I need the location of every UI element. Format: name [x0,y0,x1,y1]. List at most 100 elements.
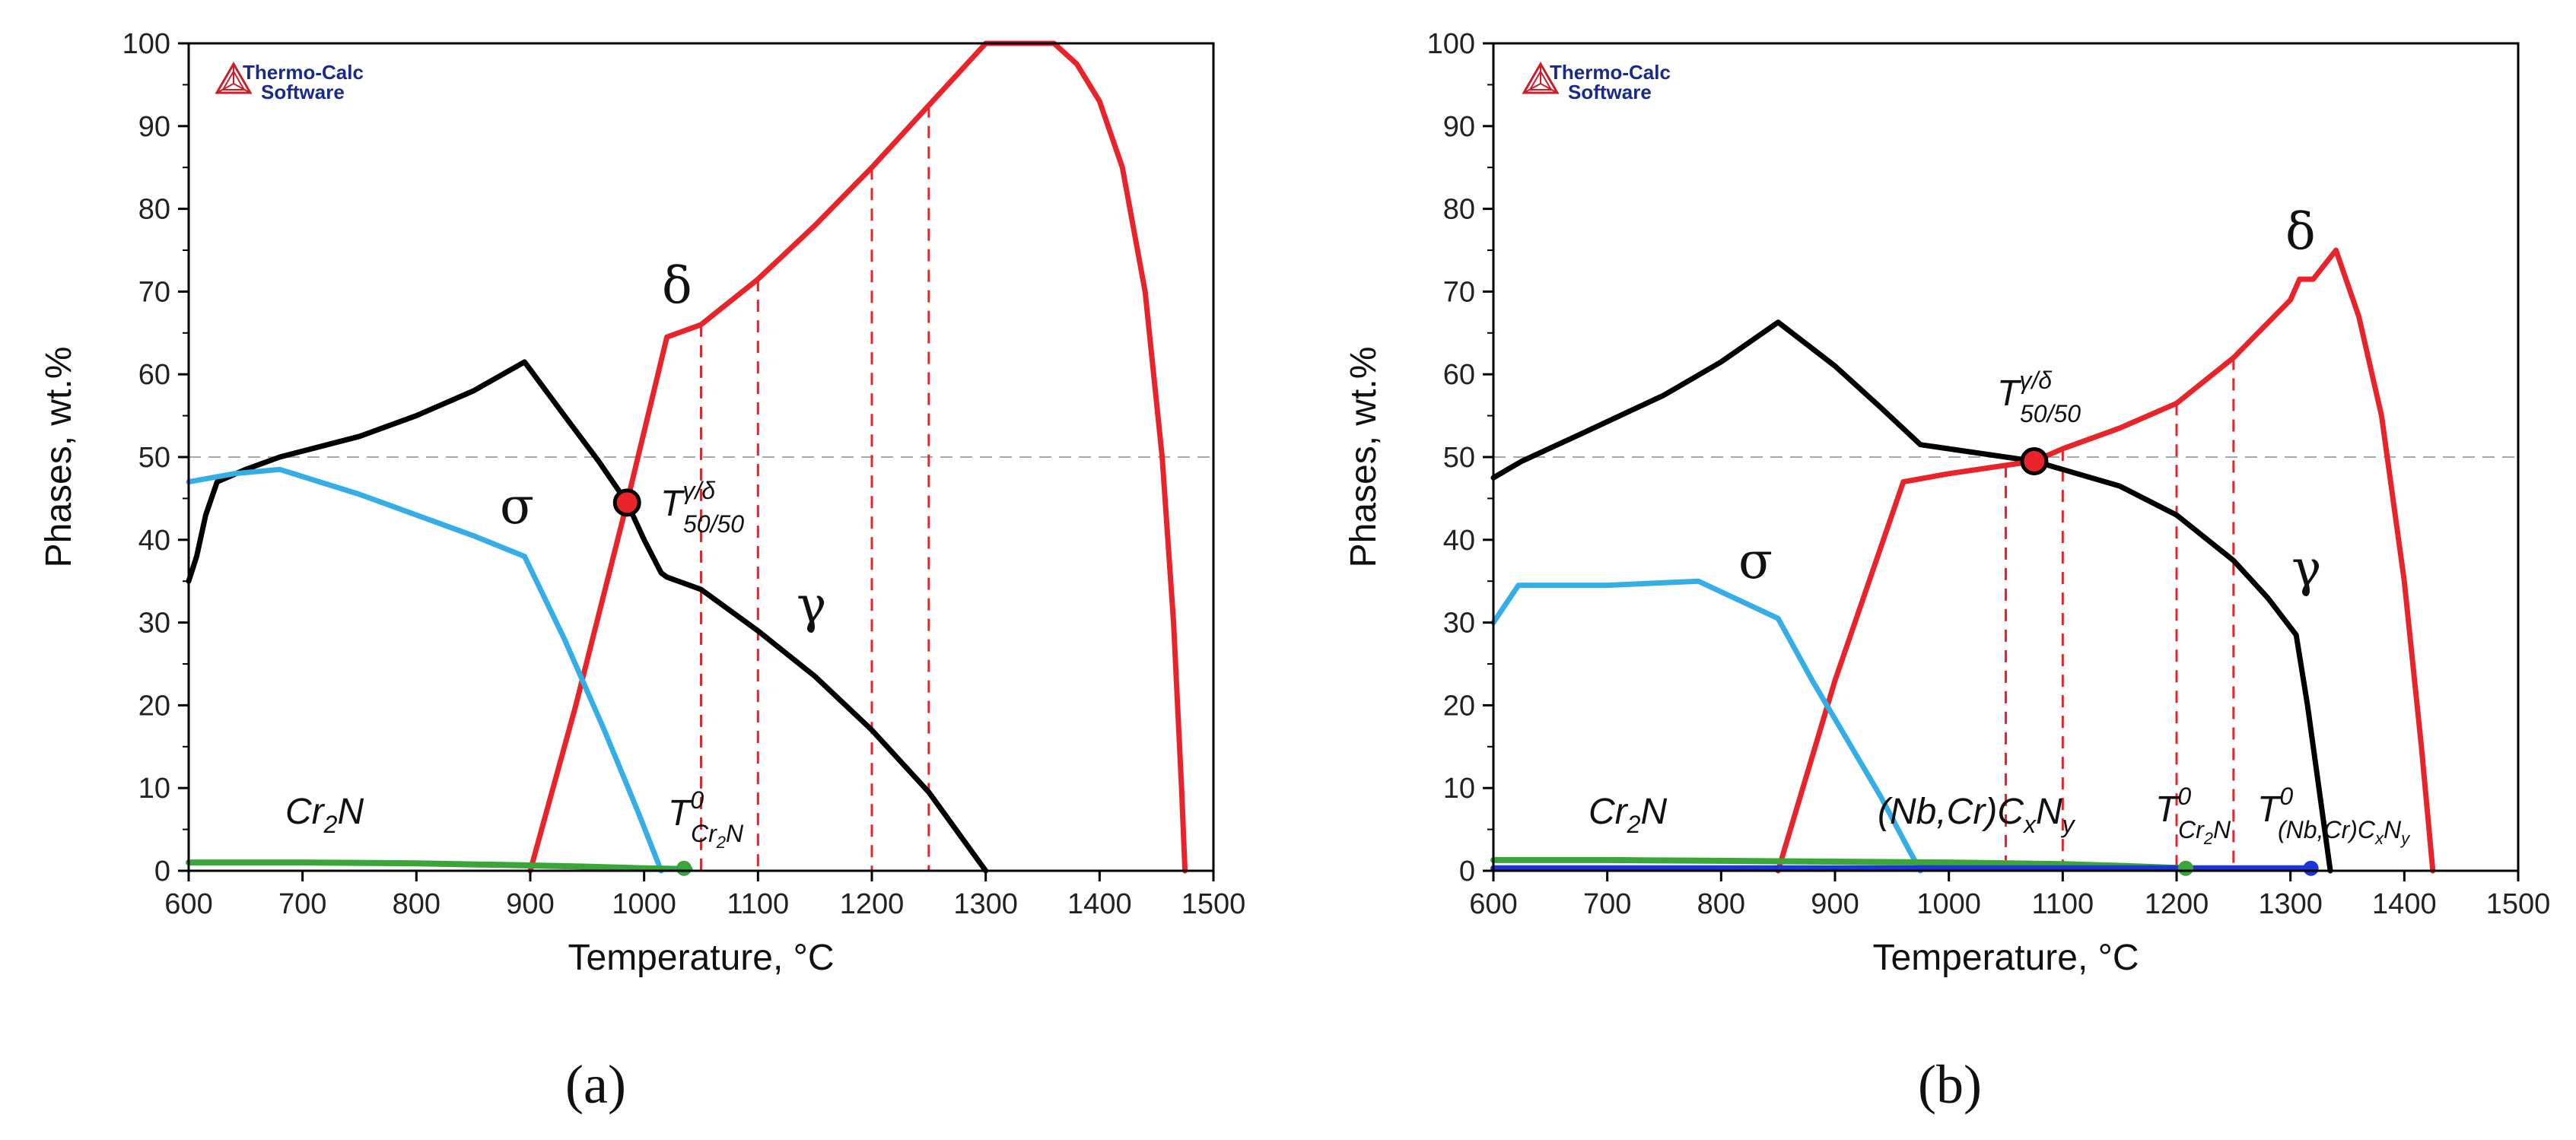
x-tick-label: 1000 [1916,888,1981,920]
panel-b-cr2n-main: Cr [1589,792,1629,832]
panel-b-label-nbcr: (Nb,Cr)CxNy [1878,792,2076,838]
panel-a-label-t0-cr2n: T0 Cr2N [668,786,744,852]
panel-b-plot: 600 700 800 900 1000 1100 1200 1300 1400 15000102… [1344,28,2550,978]
y-tick-label: 40 [138,525,170,557]
logo-line1: Thermo-Calc [243,61,364,84]
panel-b-caption: (b) [1918,1054,1982,1115]
x-tick-label: 1400 [1067,888,1132,920]
thermocalc-logo-icon [215,62,253,94]
x-tick-label: 700 [278,888,326,920]
y-tick-label: 30 [1443,608,1475,640]
marker-t5050 [612,488,641,517]
y-tick-label: 10 [1443,773,1475,805]
y-tick-label: 20 [138,690,170,722]
x-tick-label: 1400 [2372,888,2437,920]
panel-b-label-t0-nbcr: T0 (Nb,Cr)CxNy [2257,783,2411,848]
thermocalc-logo-icon [1522,62,1560,94]
panel-b-label-delta: δ [2285,202,2316,261]
panel-b-cr2n-sub: 2 [1627,811,1641,838]
x-tick-label: 1500 [2486,888,2551,920]
x-tick-label: 1300 [953,888,1018,920]
y-tick-label: 60 [1443,359,1475,391]
marker-t0nbcrcxny [2303,860,2319,876]
x-tick-label: 1500 [1181,888,1246,920]
panel-a-label-sigma: σ [500,477,534,535]
y-tick-label: 90 [1443,111,1475,143]
x-axis-title: Temperature, °C [1873,938,2139,978]
y-tick-label: 0 [1459,856,1475,888]
panel-b-t0-sub-a: Cr [2178,816,2205,843]
y-tick-label: 40 [1443,525,1475,557]
panel-b-label-sigma: σ [1738,532,1773,590]
x-tick-label: 1300 [2258,888,2323,920]
marker-t5050 [2020,446,2049,475]
panel-b-t5050-main: T [1997,373,2022,414]
panel-a-annotations: δ σ γ Cr2N Tγ/δ 50/50 T0 Cr2N (a) [285,256,826,1115]
panel-b-label-t5050: Tγ/δ 50/50 [1997,367,2081,427]
y-axis-title: Phases, wt.% [39,347,79,568]
panel-b-cr2n-end: N [1640,792,1667,832]
marker-t0cr2n [2177,860,2193,876]
panel-a-plot: 600 700 800 900 1000 1100 1200 1300 1400 15000102… [39,28,1245,978]
x-axis-title: Temperature, °C [568,938,835,978]
y-tick-label: 90 [138,111,170,143]
panel-b-t0-main: T [2155,789,2180,830]
panel-a-t5050-main: T [660,484,685,524]
series-line- [1775,247,2436,874]
panel-b-label-cr2n: Cr2N [1589,792,1667,838]
x-tick-label: 800 [1697,888,1745,920]
panel-a-label-t5050: Tγ/δ 50/50 [660,477,744,538]
x-tick-label: 700 [1583,888,1631,920]
panel-b-t5050-sub: 50/50 [2020,400,2081,427]
panel-b-t0-sup: 0 [2177,783,2191,810]
panel-b-t0nb-sub-mid: N [2384,816,2402,843]
x-tick-label: 1200 [2145,888,2209,920]
x-tick-label: 1200 [840,888,905,920]
y-tick-label: 0 [154,856,170,888]
y-tick-label: 20 [1443,690,1475,722]
series-line- [1490,578,1923,874]
panel-a-label-cr2n: Cr2N [285,792,364,838]
panel-b-t0nb-sub-y: y [2399,829,2411,848]
series-line-cr2n [186,859,693,872]
panel-a-t0-sup: 0 [690,786,704,814]
y-tick-label: 50 [138,442,170,474]
panel-b-t0nb-sub-x: x [2374,829,2384,848]
marker-t0cr2n [676,860,692,876]
y-axis-title: Phases, wt.% [1344,347,1384,568]
panel-b-t0nb-sup: 0 [2279,783,2293,810]
panel-b-label-t0-cr2n: T0 Cr2N [2155,783,2231,848]
panel-a-t5050-sup: γ/δ [682,477,716,504]
panel-a-t0-main: T [668,793,693,834]
x-tick-label: 1100 [2031,888,2094,920]
panel-a-t0-sub-a: Cr [691,820,717,847]
panel-b-nb-mid: N [2036,792,2062,832]
panel-b-t5050-sup: γ/δ [2019,367,2053,394]
panel-a-t0-sub-b: 2 [716,833,726,852]
y-tick-label: 80 [138,194,170,226]
x-tick-label: 800 [393,888,440,920]
y-tick-label: 100 [1427,28,1475,60]
panel-b-nb-sub-y: y [2061,811,2076,838]
y-tick-label: 50 [1443,442,1475,474]
x-tick-label: 600 [164,888,212,920]
panel-a-t5050-sub: 50/50 [683,510,744,538]
x-tick-label: 600 [1469,888,1517,920]
x-tick-label: 1000 [612,888,676,920]
series-line- [1490,319,2333,874]
panel-a-label-gamma: γ [797,576,826,634]
x-tick-label: 900 [506,888,554,920]
panel-b-nb-main: (Nb,Cr)C [1878,792,2024,832]
panel-a-cr2n-end: N [337,792,364,832]
y-tick-label: 100 [122,28,170,60]
panel-a-cr2n-main: Cr [285,792,326,832]
y-tick-label: 10 [138,773,170,805]
y-tick-label: 30 [138,608,170,640]
panel-b-t0-sub-c: N [2213,816,2231,843]
panel-b-t0-sub-b: 2 [2203,829,2213,848]
panel-b-annotations: δ σ γ Cr2N (Nb,Cr)CxNy Tγ/δ 50/50 T0 Cr2N … [1589,202,2411,1115]
y-tick-label: 70 [138,276,170,308]
panel-a-label-delta: δ [662,256,692,315]
y-tick-label: 70 [1443,276,1475,308]
